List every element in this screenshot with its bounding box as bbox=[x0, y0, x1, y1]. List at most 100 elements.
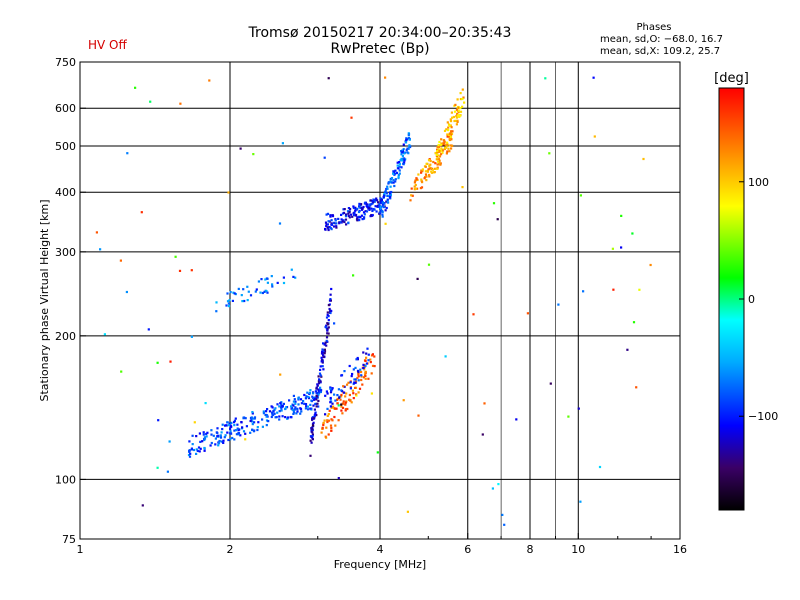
data-point bbox=[472, 313, 475, 316]
data-point bbox=[642, 157, 645, 161]
data-point bbox=[322, 342, 325, 345]
data-point bbox=[421, 181, 424, 184]
data-point bbox=[352, 392, 355, 395]
data-point bbox=[450, 130, 453, 133]
data-point bbox=[314, 402, 317, 405]
data-point bbox=[349, 213, 353, 216]
data-point bbox=[241, 300, 244, 303]
data-point bbox=[369, 361, 372, 364]
data-point bbox=[276, 281, 279, 284]
data-point bbox=[311, 433, 314, 436]
data-point bbox=[398, 163, 401, 166]
data-point bbox=[294, 402, 297, 405]
data-point bbox=[327, 77, 330, 80]
data-point bbox=[252, 417, 255, 420]
data-point bbox=[347, 207, 350, 210]
data-point bbox=[383, 193, 386, 196]
data-point bbox=[265, 419, 269, 422]
data-point bbox=[353, 381, 356, 384]
data-point bbox=[413, 181, 416, 184]
data-point bbox=[401, 151, 404, 154]
data-point bbox=[360, 214, 363, 217]
data-points bbox=[95, 76, 652, 526]
data-point bbox=[187, 453, 191, 457]
data-point bbox=[348, 364, 351, 368]
data-point bbox=[364, 371, 367, 374]
data-point bbox=[209, 444, 212, 447]
data-point bbox=[329, 226, 332, 230]
data-point bbox=[351, 215, 354, 218]
data-point bbox=[354, 378, 357, 381]
data-point bbox=[430, 170, 433, 173]
data-point bbox=[620, 246, 623, 249]
data-point bbox=[325, 224, 328, 228]
data-point bbox=[300, 402, 303, 405]
data-point bbox=[579, 194, 582, 197]
data-point bbox=[245, 425, 248, 428]
data-point bbox=[246, 299, 249, 302]
data-point bbox=[251, 420, 254, 423]
data-point bbox=[329, 398, 332, 401]
data-point bbox=[285, 406, 288, 409]
data-point bbox=[384, 189, 387, 193]
data-point bbox=[397, 173, 400, 177]
data-point bbox=[261, 291, 264, 295]
data-point bbox=[366, 205, 369, 209]
data-point bbox=[235, 433, 238, 436]
data-point bbox=[309, 435, 312, 438]
data-point bbox=[266, 291, 269, 294]
data-point bbox=[266, 408, 269, 411]
data-point bbox=[311, 436, 314, 439]
data-point bbox=[331, 387, 334, 390]
plot-grid bbox=[80, 62, 680, 539]
data-point bbox=[410, 194, 413, 197]
data-point bbox=[344, 218, 348, 221]
data-point bbox=[378, 211, 381, 214]
data-point bbox=[344, 401, 347, 404]
data-point bbox=[459, 92, 462, 95]
data-point bbox=[370, 392, 373, 395]
phase-stats-x: mean, sd,X: 109.2, 25.7 bbox=[600, 46, 721, 57]
data-point bbox=[331, 402, 334, 405]
data-point bbox=[278, 418, 281, 421]
data-point bbox=[242, 430, 246, 433]
data-point bbox=[233, 419, 236, 422]
data-point bbox=[311, 416, 314, 419]
data-point bbox=[237, 428, 240, 432]
data-point bbox=[363, 216, 366, 219]
data-point bbox=[321, 361, 324, 364]
data-point bbox=[198, 450, 201, 453]
data-point bbox=[281, 415, 284, 418]
data-point bbox=[327, 304, 330, 307]
data-point bbox=[437, 148, 440, 151]
data-point bbox=[340, 213, 343, 216]
data-point bbox=[324, 228, 327, 231]
data-point bbox=[278, 405, 281, 408]
data-point bbox=[228, 299, 231, 302]
data-point bbox=[323, 156, 326, 159]
data-point bbox=[501, 513, 504, 516]
data-point bbox=[278, 222, 282, 225]
data-point bbox=[433, 171, 436, 174]
data-point bbox=[195, 435, 198, 438]
data-point bbox=[439, 162, 442, 165]
data-point bbox=[261, 418, 264, 421]
data-point bbox=[226, 300, 230, 303]
data-point bbox=[345, 223, 348, 226]
data-point bbox=[351, 372, 354, 376]
data-point bbox=[334, 219, 337, 222]
data-point bbox=[328, 409, 331, 412]
data-point bbox=[332, 405, 335, 408]
data-point bbox=[454, 103, 457, 106]
data-point bbox=[309, 407, 312, 410]
data-point bbox=[434, 151, 437, 155]
data-point bbox=[329, 386, 332, 389]
data-point bbox=[328, 307, 331, 311]
data-point bbox=[358, 387, 362, 390]
data-point bbox=[348, 211, 351, 214]
x-tick-label: 1 bbox=[77, 543, 84, 556]
data-point bbox=[449, 124, 452, 127]
data-point bbox=[378, 212, 381, 215]
data-point bbox=[271, 411, 274, 414]
data-point bbox=[276, 403, 279, 406]
